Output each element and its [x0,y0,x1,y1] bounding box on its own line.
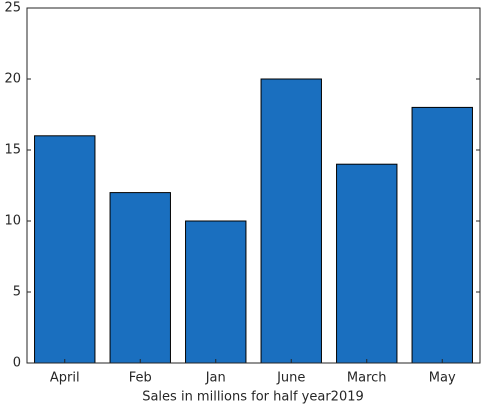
x-tick-label: May [429,371,456,386]
bar [109,192,171,364]
bar [34,135,96,364]
x-tick-label: Feb [129,371,152,386]
y-tick-label: 15 [4,143,21,158]
y-tick-label: 10 [4,214,21,229]
bar [336,163,398,364]
x-tick-label: April [50,371,80,386]
y-tick-label: 20 [4,72,21,87]
y-tick-label: 0 [13,356,21,371]
plot-box [26,7,481,364]
x-tick-label: June [276,371,305,386]
y-tick-label: 5 [13,285,21,300]
x-axis-label: Sales in millions for half year2019 [142,390,364,405]
y-tick-label: 25 [4,1,21,16]
bar [260,78,322,364]
x-tick-label: Jan [205,371,226,386]
bar [185,220,247,364]
bar [411,106,473,364]
x-tick-label: March [347,371,387,386]
